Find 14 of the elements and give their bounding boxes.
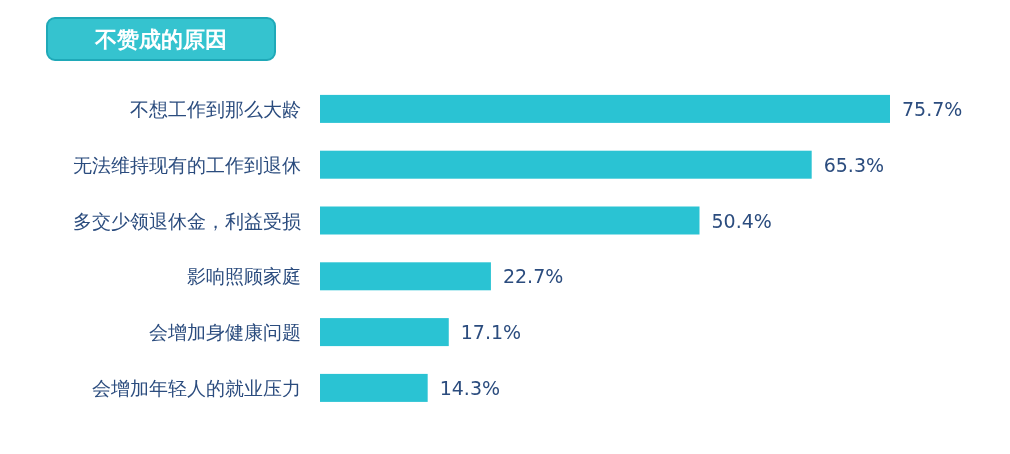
y-tick-label: 影响照顾家庭 — [187, 265, 301, 288]
data-label: 22.7% — [502, 265, 564, 288]
chart-title: 不赞成的原因 — [94, 27, 227, 52]
data-label: 65.3% — [823, 153, 885, 176]
title: 不赞成的原因 — [46, 17, 276, 61]
data-label: 50.4% — [711, 209, 772, 232]
y-tick-label: 多交少领退休金，利益受损 — [73, 209, 301, 232]
data-label: 75.7% — [902, 97, 963, 120]
y-tick-label: 会增加身健康问题 — [149, 321, 301, 344]
data-label: 14.3% — [439, 376, 501, 399]
y-tick-label: 会增加年轻人的就业压力 — [92, 376, 301, 399]
y-tick-label: 不想工作到那么大龄 — [130, 97, 301, 120]
data-label: 17.1% — [460, 321, 522, 344]
y-tick-label: 无法维持现有的工作到退休 — [73, 153, 301, 176]
